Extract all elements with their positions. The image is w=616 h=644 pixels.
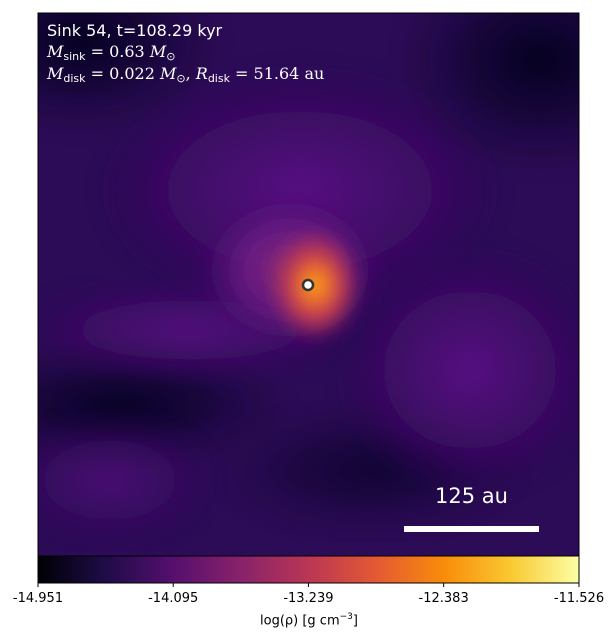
msink-solar-sub: ⊙ [166, 50, 176, 63]
rdisk-value: = 51.64 au [229, 64, 325, 83]
scale-bar [404, 526, 539, 532]
msink-sub: sink [63, 50, 86, 63]
mdisk-symbol: M [47, 64, 64, 83]
rdisk-sub: disk [207, 72, 230, 85]
colorbar-tick-label: -13.239 [283, 591, 334, 606]
density-map [38, 13, 579, 556]
scale-bar-label: 125 au [435, 484, 508, 508]
annotation-msink: Msink = 0.63 M⊙ [47, 42, 176, 63]
colorbar-tick-label: -14.951 [12, 591, 64, 606]
msink-solar: M [149, 42, 167, 61]
msink-symbol: M [47, 42, 64, 61]
colorbar-label-sup: −3 [339, 612, 353, 622]
rdisk-symbol: R [195, 64, 208, 83]
colorbar-label: log(ρ) [g cm−3] [260, 612, 358, 628]
colorbar-label-end: ] [352, 613, 358, 629]
colorbar [38, 556, 579, 583]
msink-value: = 0.63 [85, 42, 150, 61]
mdisk-solar-sub: ⊙ [176, 72, 186, 85]
colorbar-ticks [37, 583, 580, 587]
colorbar-tick-label: -14.095 [148, 591, 199, 606]
sink-marker [301, 278, 315, 292]
annotation-disk: Mdisk = 0.022 M⊙, Rdisk = 51.64 au [47, 64, 325, 85]
colorbar-label-main: log(ρ) [g cm [260, 613, 340, 629]
mdisk-solar: M [160, 64, 177, 83]
mdisk-sub: disk [63, 72, 86, 85]
annotation-title: Sink 54, t=108.29 kyr [47, 21, 223, 40]
mdisk-value: = 0.022 [85, 64, 160, 83]
colorbar-tick-label: -12.383 [418, 591, 469, 606]
colorbar-tick-label: -11.526 [553, 591, 605, 606]
